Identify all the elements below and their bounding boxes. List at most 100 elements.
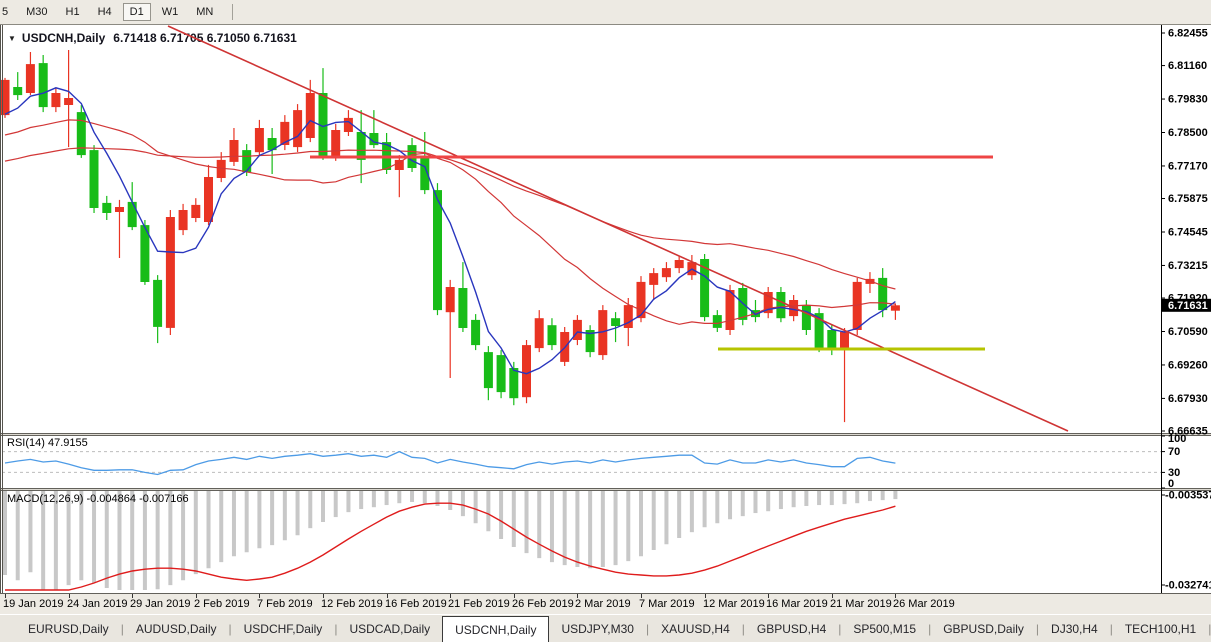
date-label: 12 Mar 2019 — [703, 598, 765, 610]
chart-objects[interactable] — [167, 25, 1069, 432]
candle-body — [216, 159, 226, 178]
candle-body — [394, 159, 404, 170]
candle-body — [814, 313, 824, 349]
candle-body — [840, 332, 849, 351]
tab-audusd-daily[interactable]: AUDUSD,Daily — [135, 621, 217, 636]
candle-body — [165, 217, 175, 328]
tab-sp500-m15[interactable]: SP500,M15 — [853, 621, 917, 636]
candle-body — [636, 281, 646, 319]
candle-body — [293, 110, 303, 148]
candle-body — [331, 130, 341, 158]
tab-usdcnh-daily[interactable]: USDCNH,Daily — [442, 616, 550, 642]
collapse-triangle-icon[interactable]: ▼ — [8, 34, 16, 43]
price-tick-label: 6.81160 — [1168, 60, 1207, 72]
candle-body — [305, 93, 315, 138]
date-tick — [705, 594, 706, 598]
price-tick-label: 6.77170 — [1168, 161, 1208, 173]
toolbar-separator — [232, 4, 234, 20]
price-tick-label: 6.78500 — [1168, 127, 1208, 139]
date-axis[interactable]: 19 Jan 2019 24 Jan 2019 29 Jan 2019 2 Feb 2… — [0, 593, 1211, 614]
tab-gbpusd-h4[interactable]: GBPUSD,H4 — [756, 621, 827, 636]
tab-usdjpy-m30[interactable]: USDJPY,M30 — [561, 621, 634, 636]
tab-gbpusd-daily[interactable]: GBPUSD,Daily — [943, 621, 1024, 636]
current-price-badge: 6.71631 — [1162, 298, 1211, 312]
tab-eurusd-daily[interactable]: EURUSD,Daily — [28, 621, 109, 636]
tab-separator: | — [334, 621, 338, 636]
tab-dj30-h4[interactable]: DJ30,H4 — [1051, 621, 1098, 636]
candle-body — [76, 112, 86, 156]
candle-body — [483, 352, 493, 389]
candle-body — [712, 315, 722, 328]
candle-body — [89, 150, 99, 208]
tab-usdchf-daily[interactable]: USDCHF,Daily — [243, 621, 323, 636]
ma-fast-line — [4, 87, 896, 375]
candle-body — [725, 290, 735, 330]
rsi-tick-label: 100 — [1168, 433, 1186, 445]
candle-body — [801, 305, 811, 330]
price-tick-label: 6.82455 — [1168, 28, 1208, 40]
candle-body — [115, 207, 124, 212]
svg-text:6.71631: 6.71631 — [1168, 300, 1208, 312]
timeframe-button-w1[interactable]: W1 — [161, 6, 179, 18]
panel-separators[interactable] — [0, 433, 1211, 491]
timeframe-button-h4[interactable]: H4 — [97, 6, 112, 18]
macd-indicator-label: MACD(12,26,9) -0.004864 -0.007166 — [7, 493, 189, 505]
timeframe-button-m30[interactable]: M30 — [26, 6, 48, 18]
price-tick-label: 6.70590 — [1168, 326, 1208, 338]
date-tick — [768, 594, 769, 598]
price-tick-label: 6.66635 — [1168, 426, 1208, 438]
macd-tick-label: -0.003537 — [1165, 490, 1211, 502]
tab-separator: | — [1109, 621, 1113, 636]
date-tick — [514, 594, 515, 598]
timeframe-button-h1[interactable]: H1 — [65, 6, 80, 18]
rsi-line — [4, 450, 896, 476]
date-tick — [132, 594, 133, 598]
candle-body — [509, 368, 519, 399]
date-label: 16 Feb 2019 — [385, 598, 447, 610]
candle-body — [534, 318, 544, 349]
tab-xauusd-h4[interactable]: XAUUSD,H4 — [661, 621, 730, 636]
tab-separator: | — [1208, 621, 1211, 636]
candle-body — [585, 330, 595, 353]
date-label: 2 Feb 2019 — [194, 598, 250, 610]
candle-body — [140, 225, 150, 282]
ma-medium-line — [4, 119, 896, 325]
date-label: 2 Mar 2019 — [575, 598, 631, 610]
candle-body — [433, 190, 442, 311]
candle-body — [674, 260, 684, 269]
candle-body — [267, 138, 277, 151]
tab-tech100-h1[interactable]: TECH100,H1 — [1124, 621, 1197, 636]
chart-area: ▼ USDCNH,Daily 6.71418 6.71705 6.71050 6.7… — [0, 25, 1211, 593]
candle-body — [547, 325, 557, 346]
timeframe-button-mn[interactable]: MN — [196, 6, 214, 18]
macd-panel — [3, 491, 898, 591]
chart-symbol-label: USDCNH,Daily — [21, 31, 106, 45]
candle-body — [102, 202, 112, 213]
price-chart-canvas[interactable]: 6.82455 6.81160 6.79830 6.78500 6.77170 6.758… — [0, 25, 1211, 593]
date-label: 26 Feb 2019 — [512, 598, 574, 610]
timeframe-button-5[interactable]: 5 — [2, 6, 9, 18]
price-tick-label: 6.75875 — [1168, 193, 1208, 205]
date-label: 16 Mar 2019 — [766, 598, 828, 610]
timeframe-button-d1[interactable]: D1 — [122, 3, 151, 21]
candle-body — [878, 277, 888, 311]
ma-slow-line — [4, 147, 896, 290]
candle-body — [649, 273, 659, 285]
price-tick-label: 6.73215 — [1168, 260, 1208, 272]
date-label: 21 Feb 2019 — [448, 598, 510, 610]
rsi-tick-label: 30 — [1168, 467, 1180, 479]
candle-body — [661, 268, 671, 278]
candle-body — [852, 281, 862, 330]
timeframe-toolbar: 5 M30 H1 H4 D1 W1 MN — [0, 0, 1211, 25]
date-tick — [450, 594, 451, 598]
candle-body — [64, 98, 74, 105]
candle-body — [229, 140, 239, 162]
chart-title: ▼ USDCNH,Daily 6.71418 6.71705 6.71050 6.7… — [8, 31, 297, 45]
tab-usdcad-daily[interactable]: USDCAD,Daily — [349, 621, 431, 636]
candle-body — [763, 292, 773, 314]
candle-body — [572, 319, 582, 340]
candle-body — [890, 305, 900, 311]
candle-body — [204, 177, 213, 222]
price-axis[interactable]: 6.82455 6.81160 6.79830 6.78500 6.77170 6.758… — [1161, 25, 1211, 593]
